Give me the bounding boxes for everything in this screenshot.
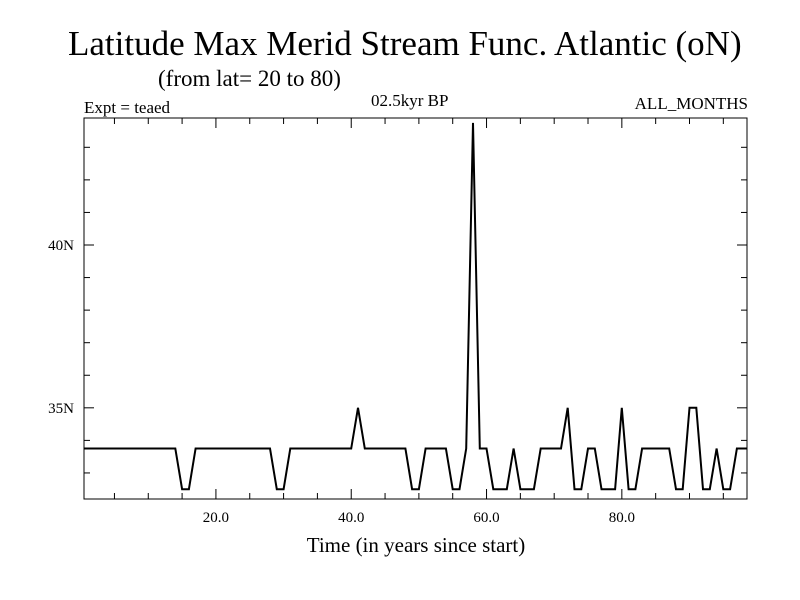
chart-title: Latitude Max Merid Stream Func. Atlantic… xyxy=(68,24,742,63)
axis-tick-labels: 20.0 40.0 60.0 80.0 35N 40N xyxy=(48,238,635,526)
experiment-label: Expt = teaed xyxy=(84,98,171,117)
chart-subtitle: (from lat= 20 to 80) xyxy=(158,66,341,91)
x-tick-label: 80.0 xyxy=(609,510,635,526)
x-tick-label: 60.0 xyxy=(473,510,499,526)
months-label: ALL_MONTHS xyxy=(634,94,748,113)
y-tick-label: 35N xyxy=(48,401,74,417)
axis-ticks xyxy=(84,118,747,499)
x-tick-label: 20.0 xyxy=(203,510,229,526)
x-axis-label: Time (in years since start) xyxy=(307,533,526,557)
y-tick-label: 40N xyxy=(48,238,74,254)
period-label: 02.5kyr BP xyxy=(371,91,449,110)
plot-frame xyxy=(83,117,748,500)
x-tick-label: 40.0 xyxy=(338,510,364,526)
series-line-teaed xyxy=(84,122,747,491)
